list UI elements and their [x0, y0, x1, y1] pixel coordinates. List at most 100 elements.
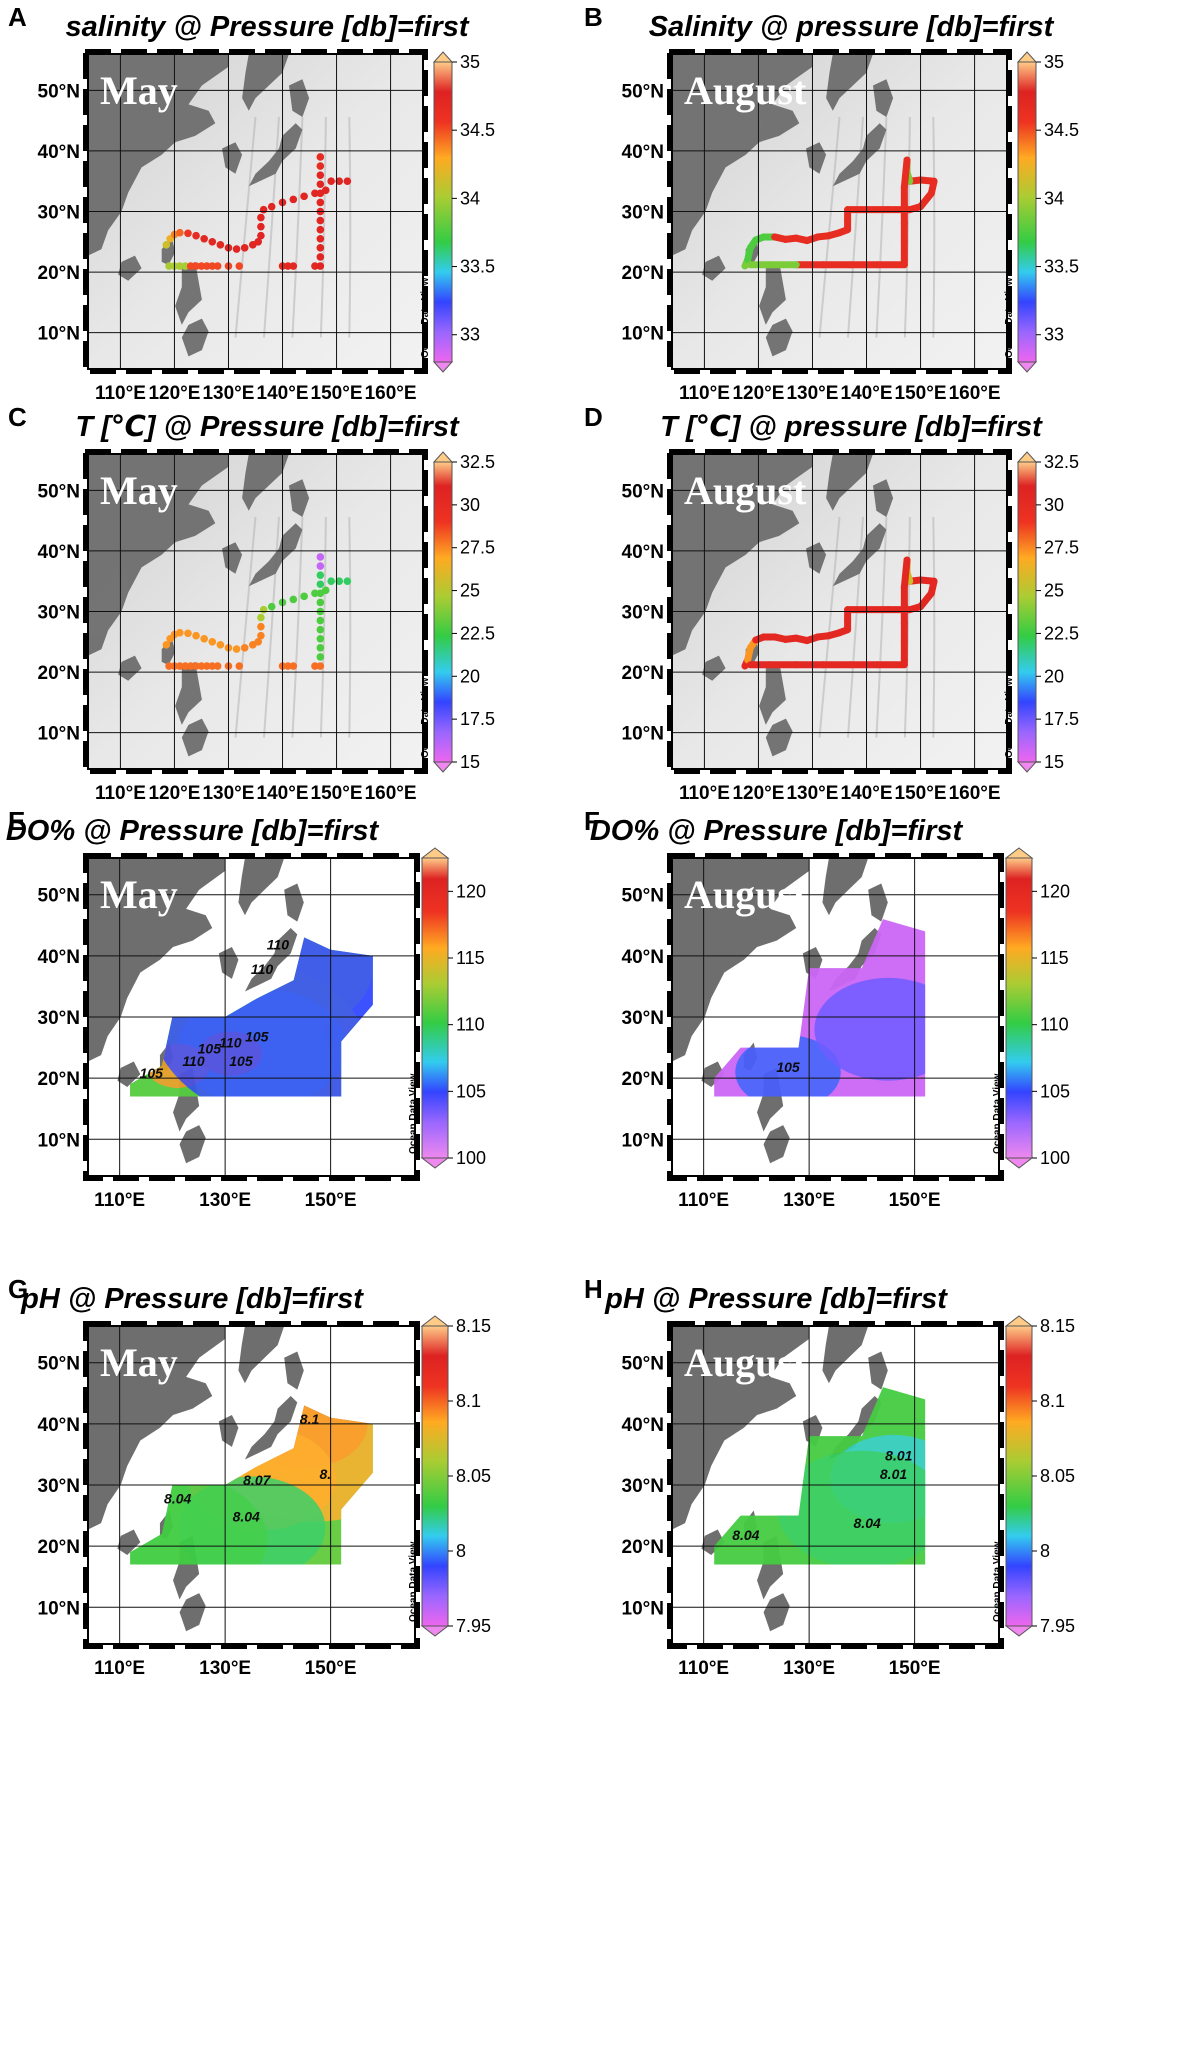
- station-dot: [289, 595, 298, 604]
- colorbar: 35 34.5 34 33.5 33: [432, 51, 495, 373]
- contour-label: 8.01: [885, 1448, 912, 1464]
- month-label: May: [100, 872, 178, 917]
- station-dot: [240, 644, 249, 652]
- contour-label: 110: [219, 1035, 242, 1051]
- graticule: [672, 858, 999, 1176]
- colorbar-bottom-cap: [420, 1157, 450, 1169]
- track-segment: [900, 156, 911, 191]
- station-dot: [192, 631, 200, 640]
- station-track: [162, 153, 352, 270]
- map-frame: [87, 1325, 416, 1645]
- latitude-tick-label: 20°N: [38, 1537, 80, 1558]
- longitude-tick-label: 150°E: [889, 1658, 941, 1679]
- station-dot: [176, 228, 184, 237]
- colorbar-top-cap: [420, 847, 450, 859]
- station-dot: [300, 192, 308, 201]
- colorbar-ramp: [433, 61, 453, 363]
- map-frame: [671, 453, 1008, 770]
- station-dot: [316, 589, 325, 598]
- colorbar-tick-label: 34.5: [1044, 120, 1079, 140]
- longitude-tick-label: 150°E: [311, 383, 363, 404]
- graticule: [672, 1326, 999, 1644]
- latitude-tick-label: 50°N: [38, 886, 80, 907]
- station-dot: [284, 662, 292, 670]
- month-label: August: [684, 68, 807, 113]
- station-dot: [327, 177, 335, 186]
- latitude-tick-label: 40°N: [38, 142, 80, 163]
- contour-label: 105: [229, 1053, 253, 1069]
- panel-title: DO% @ Pressure [db]=first: [6, 815, 380, 847]
- panel-c: C T [℃] @ Pressure [db]=first 50°N 40°N 30°N…: [8, 402, 495, 804]
- longitude-tick-label: 130°E: [199, 1190, 251, 1211]
- contour-label: 110: [251, 961, 274, 977]
- colorbar-tick-label: 8.15: [456, 1316, 491, 1336]
- station-dot: [203, 662, 211, 670]
- contour-label: 110: [267, 937, 290, 953]
- panel-title: T [℃] @ pressure [db]=first: [660, 411, 1043, 443]
- latitude-tick-label: 20°N: [38, 1069, 80, 1090]
- graticule: [88, 54, 423, 369]
- station-dot: [316, 644, 325, 652]
- ocean-data-view-watermark: Ocean Data View: [992, 1541, 1003, 1622]
- panel-letter: C: [8, 402, 27, 432]
- colorbar-tick-label: 8: [456, 1541, 466, 1561]
- station-dot: [186, 662, 195, 670]
- graticule: [672, 54, 1007, 369]
- station-dot: [267, 602, 276, 611]
- station-dot: [257, 622, 265, 631]
- colorbar-tick-label: 25: [460, 581, 480, 601]
- longitude-tick-label: 120°E: [732, 783, 784, 804]
- colorbar-top-cap: [432, 451, 454, 463]
- colorbar-tick-label: 100: [456, 1148, 486, 1168]
- longitude-tick-label: 120°E: [148, 783, 200, 804]
- station-dot: [316, 562, 325, 570]
- colorbar-tick-label: 105: [456, 1081, 486, 1101]
- colorbar-tick-label: 34: [460, 188, 480, 208]
- panel-title: Salinity @ pressure [db]=first: [649, 11, 1055, 43]
- station-dot: [257, 213, 265, 222]
- month-label: May: [100, 1340, 178, 1385]
- panel-letter: B: [584, 2, 603, 32]
- colorbar-bottom-cap: [1004, 1157, 1034, 1169]
- contour-label: 8.07: [243, 1472, 271, 1488]
- longitude-tick-label: 110°E: [95, 783, 146, 804]
- seafloor-ridge: [818, 116, 841, 338]
- station-dot: [316, 571, 325, 579]
- station-dot: [176, 262, 184, 270]
- station-track: [162, 553, 352, 670]
- seafloor-ridge: [291, 116, 304, 338]
- panel-letter: H: [584, 1274, 603, 1304]
- station-dot: [197, 662, 206, 670]
- colorbar-top-cap: [432, 51, 454, 63]
- colorbar-bottom-cap: [432, 761, 454, 773]
- colorbar-tick-label: 27.5: [1044, 538, 1079, 558]
- field-blobs: [777, 1434, 926, 1565]
- latitude-tick-label: 30°N: [38, 603, 80, 624]
- station-dot: [192, 231, 200, 240]
- contour-label: 8.01: [880, 1466, 907, 1482]
- seafloor-ridge: [846, 516, 864, 738]
- colorbar-ramp: [1017, 461, 1037, 763]
- colorbar-top-cap: [1016, 451, 1038, 463]
- longitude-tick-label: 150°E: [305, 1190, 357, 1211]
- colorbar: 120 115 110 105 100: [1004, 847, 1070, 1169]
- seafloor-ridge: [348, 116, 352, 338]
- station-dot: [208, 237, 217, 246]
- station-dot: [316, 262, 325, 270]
- station-dot: [259, 605, 268, 614]
- field-patch: [777, 1450, 926, 1565]
- colorbar-ramp: [1005, 1325, 1033, 1627]
- field-patch: [735, 1035, 841, 1097]
- map-frame: [671, 53, 1008, 370]
- station-dot: [208, 662, 217, 670]
- station-dot: [165, 662, 173, 670]
- colorbar-tick-label: 22.5: [460, 623, 495, 643]
- panel-b: B Salinity @ pressure [db]=first 50°N 40°N 3…: [584, 2, 1079, 404]
- longitude-tick-label: 130°E: [202, 783, 254, 804]
- contour-label: 8.04: [233, 1509, 260, 1525]
- graticule: [672, 454, 1007, 769]
- station-dot: [176, 662, 184, 670]
- contour-label: 110: [182, 1053, 205, 1069]
- seafloor-ridge: [234, 516, 257, 738]
